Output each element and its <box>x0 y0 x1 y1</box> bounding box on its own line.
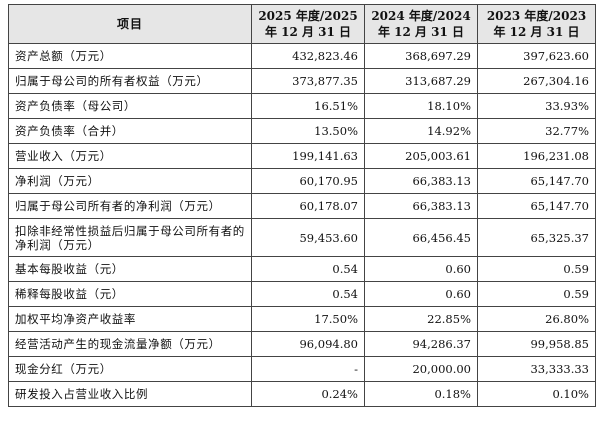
cell-2023: 267,304.16 <box>477 68 596 94</box>
header-2025-line2: 年 12 月 31 日 <box>264 25 352 39</box>
header-row: 项目 2025 年度/2025 年 12 月 31 日 2024 年度/2024… <box>8 4 596 44</box>
table-row: 归属于母公司的所有者权益（万元） 373,877.35 313,687.29 2… <box>8 68 596 94</box>
cell-2024: 313,687.29 <box>364 68 478 94</box>
cell-2023: 0.10% <box>477 381 596 407</box>
cell-2024: 0.60 <box>364 281 478 307</box>
cell-2024: 18.10% <box>364 93 478 119</box>
cell-2025: 373,877.35 <box>251 68 365 94</box>
cell-2025: 0.54 <box>251 256 365 282</box>
row-label: 稀释每股收益（元） <box>8 281 252 307</box>
cell-2025: 0.24% <box>251 381 365 407</box>
row-label: 现金分红（万元） <box>8 356 252 382</box>
row-label: 研发投入占营业收入比例 <box>8 381 252 407</box>
table-row: 稀释每股收益（元） 0.54 0.60 0.59 <box>8 281 596 307</box>
table-row: 资产负债率（合并） 13.50% 14.92% 32.77% <box>8 118 596 144</box>
table-header: 项目 2025 年度/2025 年 12 月 31 日 2024 年度/2024… <box>8 4 596 44</box>
table-row: 资产总额（万元） 432,823.46 368,697.29 397,623.6… <box>8 43 596 69</box>
cell-2023: 397,623.60 <box>477 43 596 69</box>
row-label: 净利润（万元） <box>8 168 252 194</box>
cell-2025: 199,141.63 <box>251 143 365 169</box>
header-2023-line2: 年 12 月 31 日 <box>493 25 580 39</box>
cell-2024: 205,003.61 <box>364 143 478 169</box>
header-year-2025: 2025 年度/2025 年 12 月 31 日 <box>251 4 365 44</box>
cell-2024: 66,383.13 <box>364 168 478 194</box>
cell-2025: 13.50% <box>251 118 365 144</box>
cell-2024: 368,697.29 <box>364 43 478 69</box>
cell-2025: - <box>251 356 365 382</box>
cell-2023: 65,147.70 <box>477 168 596 194</box>
header-2023-line1: 2023 年度/2023 <box>486 9 587 23</box>
header-item: 项目 <box>8 4 252 44</box>
cell-2023: 26.80% <box>477 306 596 332</box>
header-year-2023: 2023 年度/2023 年 12 月 31 日 <box>477 4 596 44</box>
row-label: 经营活动产生的现金流量净额（万元） <box>8 331 252 357</box>
table-row: 营业收入（万元） 199,141.63 205,003.61 196,231.0… <box>8 143 596 169</box>
table-row: 基本每股收益（元） 0.54 0.60 0.59 <box>8 256 596 282</box>
cell-2024: 0.18% <box>364 381 478 407</box>
table-row: 加权平均净资产收益率 17.50% 22.85% 26.80% <box>8 306 596 332</box>
cell-2023: 33,333.33 <box>477 356 596 382</box>
cell-2025: 60,170.95 <box>251 168 365 194</box>
cell-2023: 65,147.70 <box>477 193 596 219</box>
cell-2025: 432,823.46 <box>251 43 365 69</box>
row-label: 归属于母公司的所有者权益（万元） <box>8 68 252 94</box>
row-label: 营业收入（万元） <box>8 143 252 169</box>
cell-2023: 0.59 <box>477 281 596 307</box>
cell-2023: 99,958.85 <box>477 331 596 357</box>
row-label: 基本每股收益（元） <box>8 256 252 282</box>
cell-2023: 196,231.08 <box>477 143 596 169</box>
cell-2024: 66,456.45 <box>364 218 478 257</box>
financial-summary-table: 项目 2025 年度/2025 年 12 月 31 日 2024 年度/2024… <box>8 4 596 407</box>
header-year-2024: 2024 年度/2024 年 12 月 31 日 <box>364 4 478 44</box>
financial-summary-document: 项目 2025 年度/2025 年 12 月 31 日 2024 年度/2024… <box>8 4 596 407</box>
cell-2025: 60,178.07 <box>251 193 365 219</box>
row-label: 资产总额（万元） <box>8 43 252 69</box>
row-label: 加权平均净资产收益率 <box>8 306 252 332</box>
cell-2023: 0.59 <box>477 256 596 282</box>
cell-2025: 0.54 <box>251 281 365 307</box>
cell-2023: 32.77% <box>477 118 596 144</box>
row-label: 资产负债率（母公司） <box>8 93 252 119</box>
cell-2024: 14.92% <box>364 118 478 144</box>
table-row: 研发投入占营业收入比例 0.24% 0.18% 0.10% <box>8 381 596 407</box>
cell-2024: 66,383.13 <box>364 193 478 219</box>
cell-2024: 22.85% <box>364 306 478 332</box>
table-row: 归属于母公司所有者的净利润（万元） 60,178.07 66,383.13 65… <box>8 193 596 219</box>
header-2024-line1: 2024 年度/2024 <box>371 9 471 23</box>
row-label: 归属于母公司所有者的净利润（万元） <box>8 193 252 219</box>
cell-2024: 94,286.37 <box>364 331 478 357</box>
cell-2023: 65,325.37 <box>477 218 596 257</box>
table-row: 净利润（万元） 60,170.95 66,383.13 65,147.70 <box>8 168 596 194</box>
table-body: 资产总额（万元） 432,823.46 368,697.29 397,623.6… <box>8 43 596 407</box>
header-2025-line1: 2025 年度/2025 <box>258 9 358 23</box>
row-label: 扣除非经常性损益后归属于母公司所有者的净利润（万元） <box>8 218 252 257</box>
cell-2025: 16.51% <box>251 93 365 119</box>
cell-2025: 96,094.80 <box>251 331 365 357</box>
cell-2024: 20,000.00 <box>364 356 478 382</box>
cell-2025: 59,453.60 <box>251 218 365 257</box>
cell-2024: 0.60 <box>364 256 478 282</box>
table-row: 扣除非经常性损益后归属于母公司所有者的净利润（万元） 59,453.60 66,… <box>8 218 596 257</box>
table-row: 现金分红（万元） - 20,000.00 33,333.33 <box>8 356 596 382</box>
header-2024-line2: 年 12 月 31 日 <box>377 25 465 39</box>
cell-2025: 17.50% <box>251 306 365 332</box>
cell-2023: 33.93% <box>477 93 596 119</box>
table-row: 经营活动产生的现金流量净额（万元） 96,094.80 94,286.37 99… <box>8 331 596 357</box>
table-row: 资产负债率（母公司） 16.51% 18.10% 33.93% <box>8 93 596 119</box>
row-label: 资产负债率（合并） <box>8 118 252 144</box>
